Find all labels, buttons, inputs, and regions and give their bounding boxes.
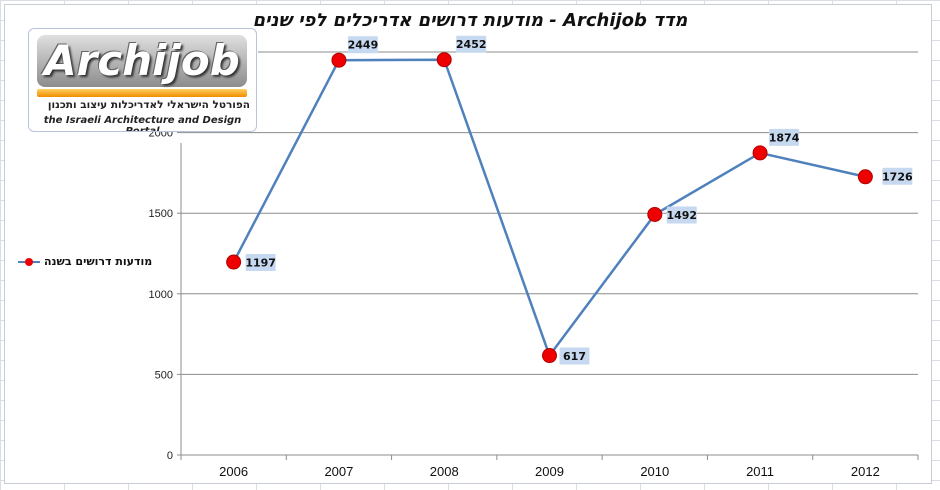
data-label-box: [347, 36, 378, 54]
data-point: [542, 348, 557, 364]
x-tick-label: 2007: [324, 464, 353, 479]
logo-accent-bar: [37, 89, 247, 97]
data-label-box: [245, 254, 276, 272]
legend-label: מודעות דרושים בשנה: [44, 255, 153, 268]
data-point: [226, 254, 242, 270]
data-label: 617: [563, 350, 586, 363]
logo-wordmark: Archijob: [37, 35, 247, 87]
data-point: [647, 206, 663, 222]
x-tick-label: 2008: [430, 464, 459, 479]
y-tick-label: 500: [155, 369, 173, 381]
x-tick-label: 2012: [851, 464, 880, 479]
x-tick-label: 2010: [640, 464, 669, 479]
data-label-box: [882, 167, 913, 185]
gridlines: [181, 51, 918, 375]
data-point: [436, 52, 452, 68]
data-label-box: [559, 347, 590, 365]
data-label-box: [769, 128, 800, 146]
data-label: 1492: [666, 209, 697, 222]
data-point: [857, 169, 873, 185]
series-line: [232, 58, 866, 357]
data-point: [752, 145, 768, 161]
chart-title: מדד Archijob - מודעות דרושים אדריכלים לפ…: [252, 10, 688, 31]
data-label: 2449: [348, 39, 379, 52]
legend-marker-icon: [18, 257, 40, 267]
legend: מודעות דרושים בשנה: [18, 255, 152, 268]
data-label: 1197: [245, 257, 276, 270]
x-tick-label: 2011: [746, 464, 774, 479]
data-point: [331, 52, 347, 68]
logo-english-tagline: the Israeli Architecture and Design Port…: [43, 115, 242, 132]
archijob-logo[interactable]: Archijob הפורטל הישראלי לאדריכלות עיצוב …: [28, 28, 257, 132]
series: [226, 52, 873, 364]
data-label: 1726: [882, 170, 913, 183]
data-labels: 1197 2449 2452 617 1492 1874 1726: [245, 35, 913, 365]
x-tick-label: 2006: [219, 464, 248, 479]
y-tick-label: 1000: [149, 289, 173, 301]
x-tick-label: 2009: [535, 464, 564, 479]
y-tick-label: 1500: [149, 208, 173, 220]
data-label: 1874: [769, 131, 800, 144]
data-label-box: [456, 35, 487, 53]
logo-hebrew-tagline: הפורטל הישראלי לאדריכלות עיצוב ותכנון: [47, 99, 250, 111]
data-label-box: [666, 206, 697, 224]
y-tick-label: 0: [167, 450, 173, 462]
data-label: 2452: [456, 38, 487, 51]
